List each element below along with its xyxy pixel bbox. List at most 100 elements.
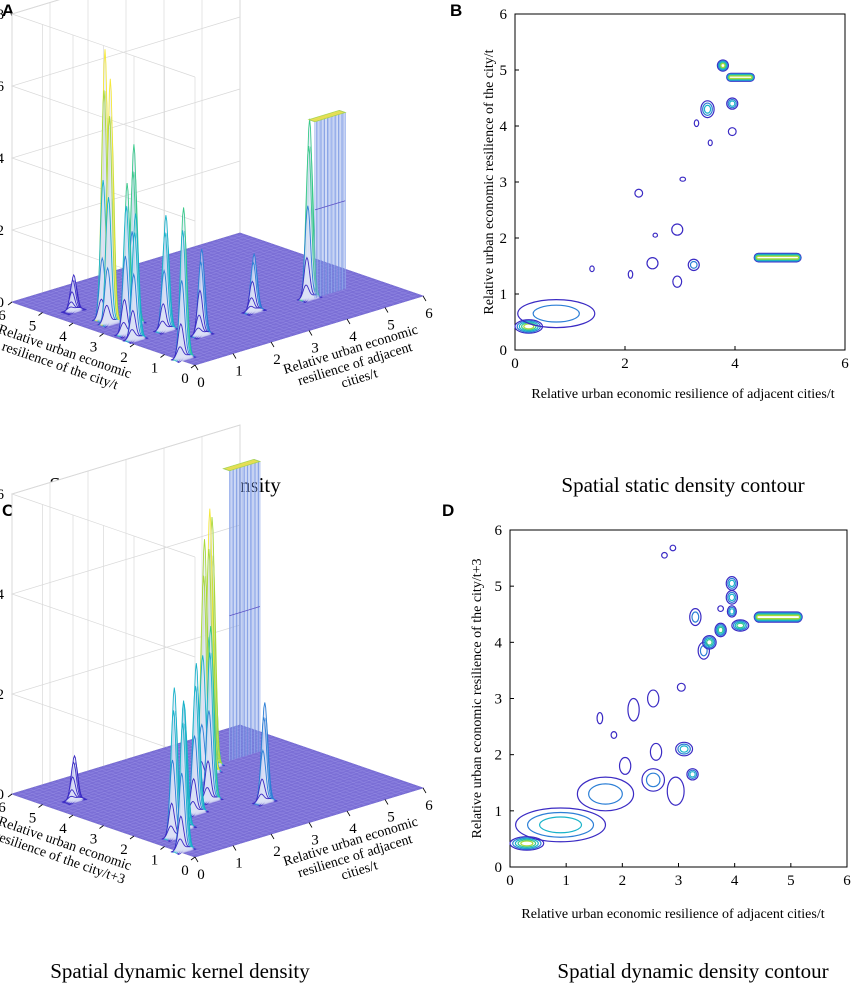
z-tick-label: 6 — [0, 79, 5, 95]
contour-line — [702, 102, 713, 116]
x-tick-mark — [308, 822, 313, 828]
contour-line — [727, 127, 737, 137]
x-tick-mark — [308, 330, 313, 336]
panel-d-letter: D — [442, 501, 454, 520]
contour-line — [676, 682, 686, 692]
contour-blob — [702, 634, 717, 650]
contour-line — [702, 634, 717, 650]
mesh-line — [57, 248, 286, 318]
contour-line — [706, 639, 713, 646]
x-tick-label: 0 — [197, 867, 205, 883]
contour-blob — [647, 689, 660, 708]
x-tick-label: 6 — [425, 306, 433, 322]
surface-line — [170, 346, 190, 361]
x-tick-label: 0 — [506, 873, 514, 889]
y-tick-label: 2 — [500, 231, 508, 247]
y-tick-label: 2 — [495, 748, 503, 764]
surface-peak — [60, 273, 87, 316]
y-tick-label: 6 — [0, 308, 6, 324]
contour-blob — [618, 756, 632, 775]
contour-blob — [726, 97, 739, 110]
x-tick-label: 2 — [273, 844, 281, 860]
contour-blob — [686, 768, 699, 781]
plateau-top — [307, 109, 347, 123]
surface-line — [60, 306, 80, 313]
contour-line — [596, 711, 604, 725]
contour-blob — [652, 232, 659, 238]
x-tick-mark — [422, 295, 427, 302]
contour-blob — [661, 551, 668, 559]
grid-line — [10, 16, 241, 150]
mesh-line — [160, 748, 344, 813]
contour-blob — [596, 711, 604, 725]
mesh-line — [200, 244, 384, 309]
x-tick-label: 2 — [621, 356, 629, 372]
y-tick-mark — [129, 835, 135, 840]
contour-blob — [576, 776, 635, 812]
contour-blob — [649, 742, 663, 761]
contour-line — [756, 614, 801, 620]
mesh-line — [188, 248, 372, 312]
contour-line — [610, 731, 618, 739]
contour-line — [720, 62, 726, 69]
x-tick-mark — [422, 787, 427, 794]
plateau-band — [229, 606, 261, 617]
z-tick-label: 0 — [0, 787, 4, 803]
contour-line — [520, 840, 534, 847]
contour-line — [686, 768, 699, 781]
contour-blob — [672, 275, 683, 288]
x-tick-label: 6 — [425, 798, 433, 814]
contour-line — [689, 260, 698, 269]
mesh-line — [194, 246, 378, 310]
contour-line — [727, 591, 737, 603]
x-tick-mark — [346, 810, 351, 817]
surface-peak — [122, 213, 149, 345]
contour-blob — [679, 176, 687, 182]
contour-line — [704, 637, 715, 647]
contour-line — [647, 689, 660, 708]
y-tick-label: 1 — [151, 361, 159, 377]
mesh-line — [25, 237, 254, 307]
contour-line — [716, 625, 725, 635]
y-tick-label: 3 — [90, 832, 98, 848]
contour-line — [717, 626, 724, 634]
x-tick-mark — [270, 833, 275, 840]
contour-line — [729, 608, 735, 615]
contour-line — [693, 119, 700, 128]
y-tick-mark — [99, 825, 104, 829]
contour-line — [726, 605, 737, 618]
mesh-line — [228, 728, 412, 792]
contour-blob — [610, 731, 618, 739]
z-tick-label: 0 — [0, 295, 4, 311]
contour-line — [716, 59, 730, 72]
x-tick-mark — [384, 799, 389, 805]
x-tick-label: 2 — [619, 873, 627, 889]
contour-blob — [727, 127, 737, 137]
z-tick-label: 2 — [0, 223, 4, 239]
contour-line — [687, 769, 698, 780]
contour-line — [526, 811, 595, 838]
y-tick-mark — [129, 343, 135, 348]
y-tick-mark — [38, 804, 43, 808]
contour-line — [666, 776, 685, 806]
x-tick-mark — [194, 364, 199, 371]
contour-line — [588, 783, 623, 805]
grid-line — [10, 624, 241, 758]
y-tick-label: 0 — [500, 343, 508, 359]
contour-line — [732, 620, 748, 631]
contour-line — [687, 258, 700, 272]
surface-plateau — [222, 458, 262, 761]
y-tick-label: 3 — [90, 340, 98, 356]
x-tick-label: 2 — [273, 352, 281, 368]
panel-b-letter: B — [450, 1, 462, 20]
mesh-line — [43, 243, 273, 314]
y-tick-label: 4 — [59, 329, 67, 345]
y-tick-mark — [160, 846, 165, 850]
contour-blob — [641, 768, 666, 792]
y-tick-label: 6 — [500, 7, 508, 23]
y-tick-label: 3 — [495, 692, 503, 708]
contour-blob — [693, 119, 700, 128]
surface-line — [98, 266, 117, 326]
contour-line — [649, 742, 663, 761]
